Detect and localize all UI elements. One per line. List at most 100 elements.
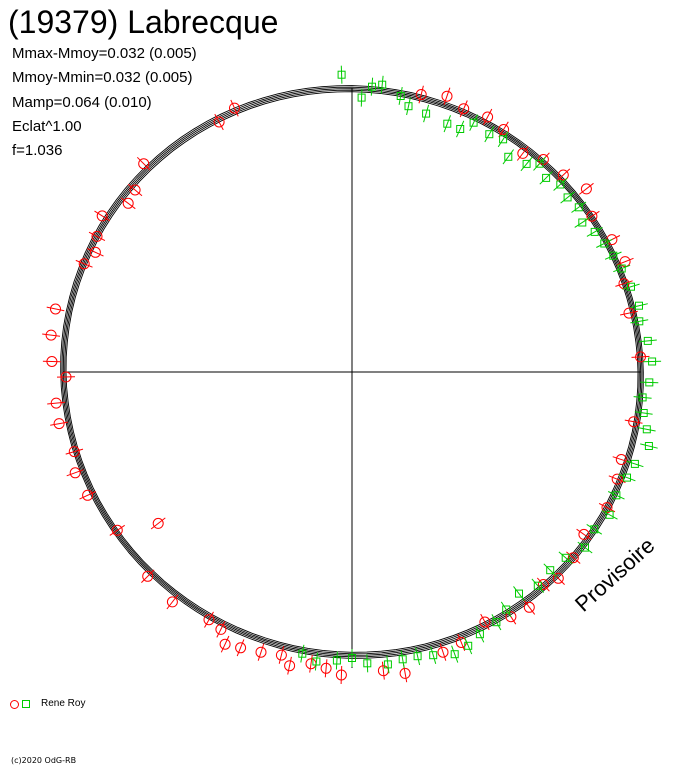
error-bar xyxy=(619,310,638,316)
error-bar xyxy=(150,517,166,530)
red-data-point xyxy=(42,329,61,341)
square-marker xyxy=(643,336,652,345)
green-data-point xyxy=(553,178,568,191)
error-bar xyxy=(624,419,643,424)
green-data-point xyxy=(533,156,546,171)
circle-marker xyxy=(68,446,80,458)
green-data-point xyxy=(531,578,545,593)
red-data-point xyxy=(88,230,106,242)
square-marker xyxy=(533,581,542,590)
green-data-point xyxy=(638,336,657,345)
square-marker xyxy=(450,650,459,659)
circle-marker xyxy=(441,90,453,102)
square-marker xyxy=(332,656,341,665)
error-bar xyxy=(618,473,636,482)
green-data-point xyxy=(378,75,387,94)
square-marker xyxy=(612,491,621,500)
square-marker xyxy=(515,589,523,598)
error-bar xyxy=(533,156,546,171)
error-bar xyxy=(608,475,626,483)
red-data-point xyxy=(498,121,510,138)
green-data-point xyxy=(577,541,593,554)
plot-axes xyxy=(63,88,641,668)
error-bar xyxy=(166,594,179,610)
green-data-point xyxy=(368,77,376,96)
error-bar xyxy=(42,360,61,363)
error-bar xyxy=(287,656,292,675)
error-bar xyxy=(451,645,459,663)
error-bar xyxy=(457,633,466,651)
circle-marker xyxy=(60,371,72,383)
square-marker xyxy=(396,92,405,100)
legend-circle-icon xyxy=(10,699,19,709)
red-data-point xyxy=(624,416,643,428)
error-bar xyxy=(615,280,633,287)
red-data-point xyxy=(482,108,494,126)
square-marker xyxy=(590,227,599,236)
error-bar xyxy=(630,303,648,309)
error-bar xyxy=(469,114,479,131)
circle-marker xyxy=(152,517,164,529)
red-data-point xyxy=(399,664,411,683)
error-bar xyxy=(109,524,125,536)
green-data-point xyxy=(630,301,648,310)
error-bar xyxy=(335,651,338,670)
error-bar xyxy=(141,569,155,583)
error-bar xyxy=(88,231,106,242)
square-marker xyxy=(627,282,635,291)
error-bar xyxy=(543,563,557,577)
error-bar xyxy=(576,528,592,541)
error-bar xyxy=(423,104,430,123)
red-data-point xyxy=(94,210,111,222)
circle-marker xyxy=(166,596,178,608)
square-marker xyxy=(617,264,626,273)
red-data-point xyxy=(213,113,225,131)
error-bar xyxy=(459,100,468,118)
square-marker xyxy=(492,618,501,627)
error-bar xyxy=(536,577,550,592)
error-bar xyxy=(406,97,411,116)
square-marker xyxy=(398,655,407,664)
legend-square-icon xyxy=(22,700,30,708)
square-marker xyxy=(561,553,570,562)
error-bar xyxy=(560,191,575,204)
error-bar xyxy=(340,665,343,685)
error-bar xyxy=(491,614,502,631)
circle-marker xyxy=(399,667,411,679)
square-marker xyxy=(609,251,618,260)
error-bar xyxy=(220,635,230,653)
circle-marker xyxy=(567,552,579,564)
circle-marker xyxy=(415,89,427,100)
red-data-point xyxy=(86,246,104,258)
error-bar xyxy=(604,251,622,260)
green-data-point xyxy=(475,625,485,643)
error-bar xyxy=(257,643,265,661)
green-data-point xyxy=(622,282,640,291)
square-marker xyxy=(648,357,657,366)
square-marker xyxy=(635,301,643,310)
green-data-point xyxy=(363,654,372,673)
red-data-point xyxy=(136,156,151,171)
red-data-point xyxy=(50,418,68,430)
red-data-point xyxy=(619,307,638,319)
error-bar xyxy=(340,65,343,84)
error-bar xyxy=(484,126,495,143)
red-data-point xyxy=(305,654,317,673)
green-data-point xyxy=(607,491,625,500)
error-bar xyxy=(513,586,525,602)
error-bar xyxy=(418,85,424,104)
error-bar xyxy=(616,257,634,266)
red-data-point xyxy=(320,659,332,678)
red-data-point xyxy=(608,473,626,485)
square-marker xyxy=(368,82,376,91)
circle-marker xyxy=(50,303,61,315)
circle-marker xyxy=(53,418,65,430)
stat-mmax-mmoy: Mmax-Mmoy=0.032 (0.005) xyxy=(12,45,197,62)
square-marker xyxy=(298,649,307,658)
green-data-point xyxy=(513,586,525,602)
error-bar xyxy=(42,333,61,337)
red-data-point xyxy=(203,611,215,628)
error-bar xyxy=(47,401,66,405)
error-bar xyxy=(366,654,369,673)
error-bar xyxy=(571,201,587,213)
